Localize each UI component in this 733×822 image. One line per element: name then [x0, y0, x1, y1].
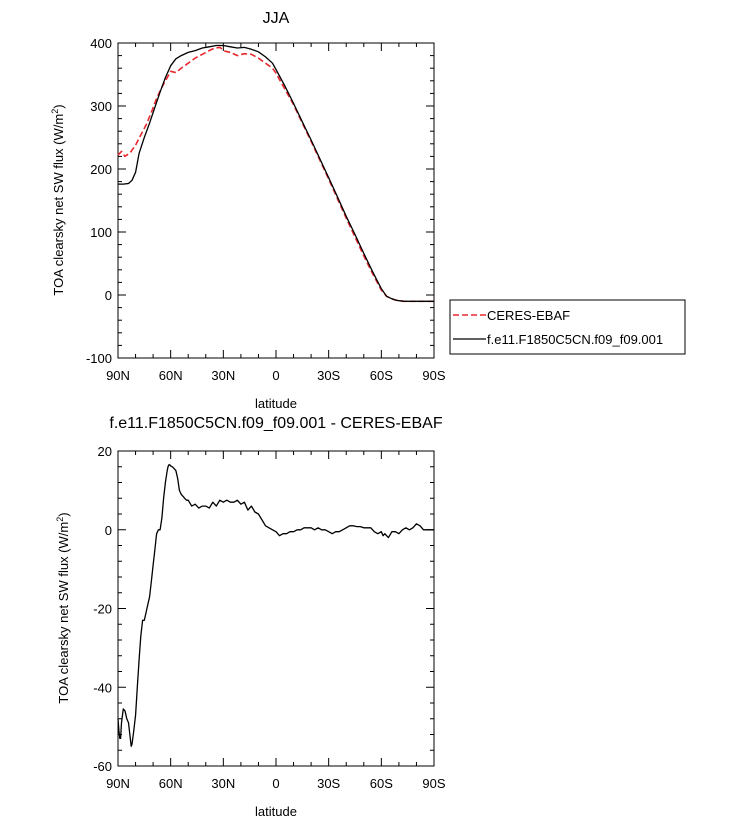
x-tick-label: 30S — [317, 776, 340, 791]
y-tick-label: -20 — [93, 602, 112, 617]
top-y-axis-label-sup: 2 — [50, 109, 60, 114]
y-tick-label: 0 — [105, 288, 112, 303]
x-tick-label: 30N — [211, 776, 235, 791]
series-line-ceres-ebaf — [117, 46, 434, 303]
bottom-y-axis-label: TOA clearsky net SW flux (W/m2) — [55, 512, 71, 703]
y-tick-label: 400 — [90, 36, 112, 51]
x-tick-label: 60S — [370, 776, 393, 791]
y-tick-label: 300 — [90, 99, 112, 114]
top-axis-ticks — [117, 42, 435, 359]
series-line-difference — [117, 464, 434, 747]
bottom-chart-title: f.e11.F1850C5CN.f09_f09.001 - CERES-EBAF — [109, 415, 442, 432]
x-tick-label: 0 — [272, 368, 279, 383]
y-tick-label: 20 — [98, 444, 112, 459]
top-y-axis-label-end: ) — [51, 104, 66, 108]
bottom-x-axis-label: latitude — [255, 804, 297, 819]
bottom-y-axis-label-sup: 2 — [55, 517, 65, 522]
x-tick-label: 60S — [370, 368, 393, 383]
x-tick-label: 60N — [159, 368, 183, 383]
top-chart-title: JJA — [263, 10, 290, 27]
y-tick-label: 100 — [90, 225, 112, 240]
series-line-f-e11-f1850c5cn-f09-f09-001 — [118, 44, 434, 302]
top-tick-labels: 90N 60N 30N 0 30S 60S 90S -100 0 100 200 300 400 — [86, 36, 446, 383]
bottom-tick-labels: 90N 60N 30N 0 30S 60S 90S -60 -40 -20 0 20 — [93, 444, 446, 791]
y-tick-label: -100 — [86, 351, 112, 366]
legend-label-ceres: CERES-EBAF — [487, 308, 570, 323]
top-series-lines — [117, 44, 434, 303]
legend-label-model: f.e11.F1850C5CN.f09_f09.001 — [487, 332, 663, 347]
x-tick-label: 90N — [106, 368, 130, 383]
x-tick-label: 90N — [106, 776, 130, 791]
top-y-axis-label: TOA clearsky net SW flux (W/m2) — [50, 104, 66, 295]
top-plot-frame — [117, 42, 435, 359]
x-tick-label: 90S — [422, 368, 445, 383]
bottom-series-lines — [117, 464, 434, 747]
x-tick-label: 90S — [422, 776, 445, 791]
y-tick-label: 200 — [90, 162, 112, 177]
y-tick-label: 0 — [105, 523, 112, 538]
bottom-plot-frame — [117, 450, 435, 767]
x-tick-label: 0 — [272, 776, 279, 791]
bottom-y-axis-label-main: TOA clearsky net SW flux (W/m — [56, 522, 71, 704]
y-tick-label: -40 — [93, 680, 112, 695]
x-tick-label: 30S — [317, 368, 340, 383]
bottom-panel-difference: f.e11.F1850C5CN.f09_f09.001 - CERES-EBAF… — [55, 415, 446, 819]
bottom-y-axis-label-end: ) — [56, 512, 71, 516]
x-tick-label: 60N — [159, 776, 183, 791]
legend-box — [449, 299, 686, 355]
top-y-axis-label-main: TOA clearsky net SW flux (W/m — [51, 114, 66, 296]
y-tick-label: -60 — [93, 759, 112, 774]
x-tick-label: 30N — [211, 368, 235, 383]
bottom-axis-ticks — [117, 450, 435, 767]
top-panel-flux: JJA 90N 60N 30N 0 30S 60S 90S -100 0 100 200 300 400… — [50, 10, 686, 411]
legend: CERES-EBAF f.e11.F1850C5CN.f09_f09.001 — [449, 299, 686, 355]
top-x-axis-label: latitude — [255, 396, 297, 411]
